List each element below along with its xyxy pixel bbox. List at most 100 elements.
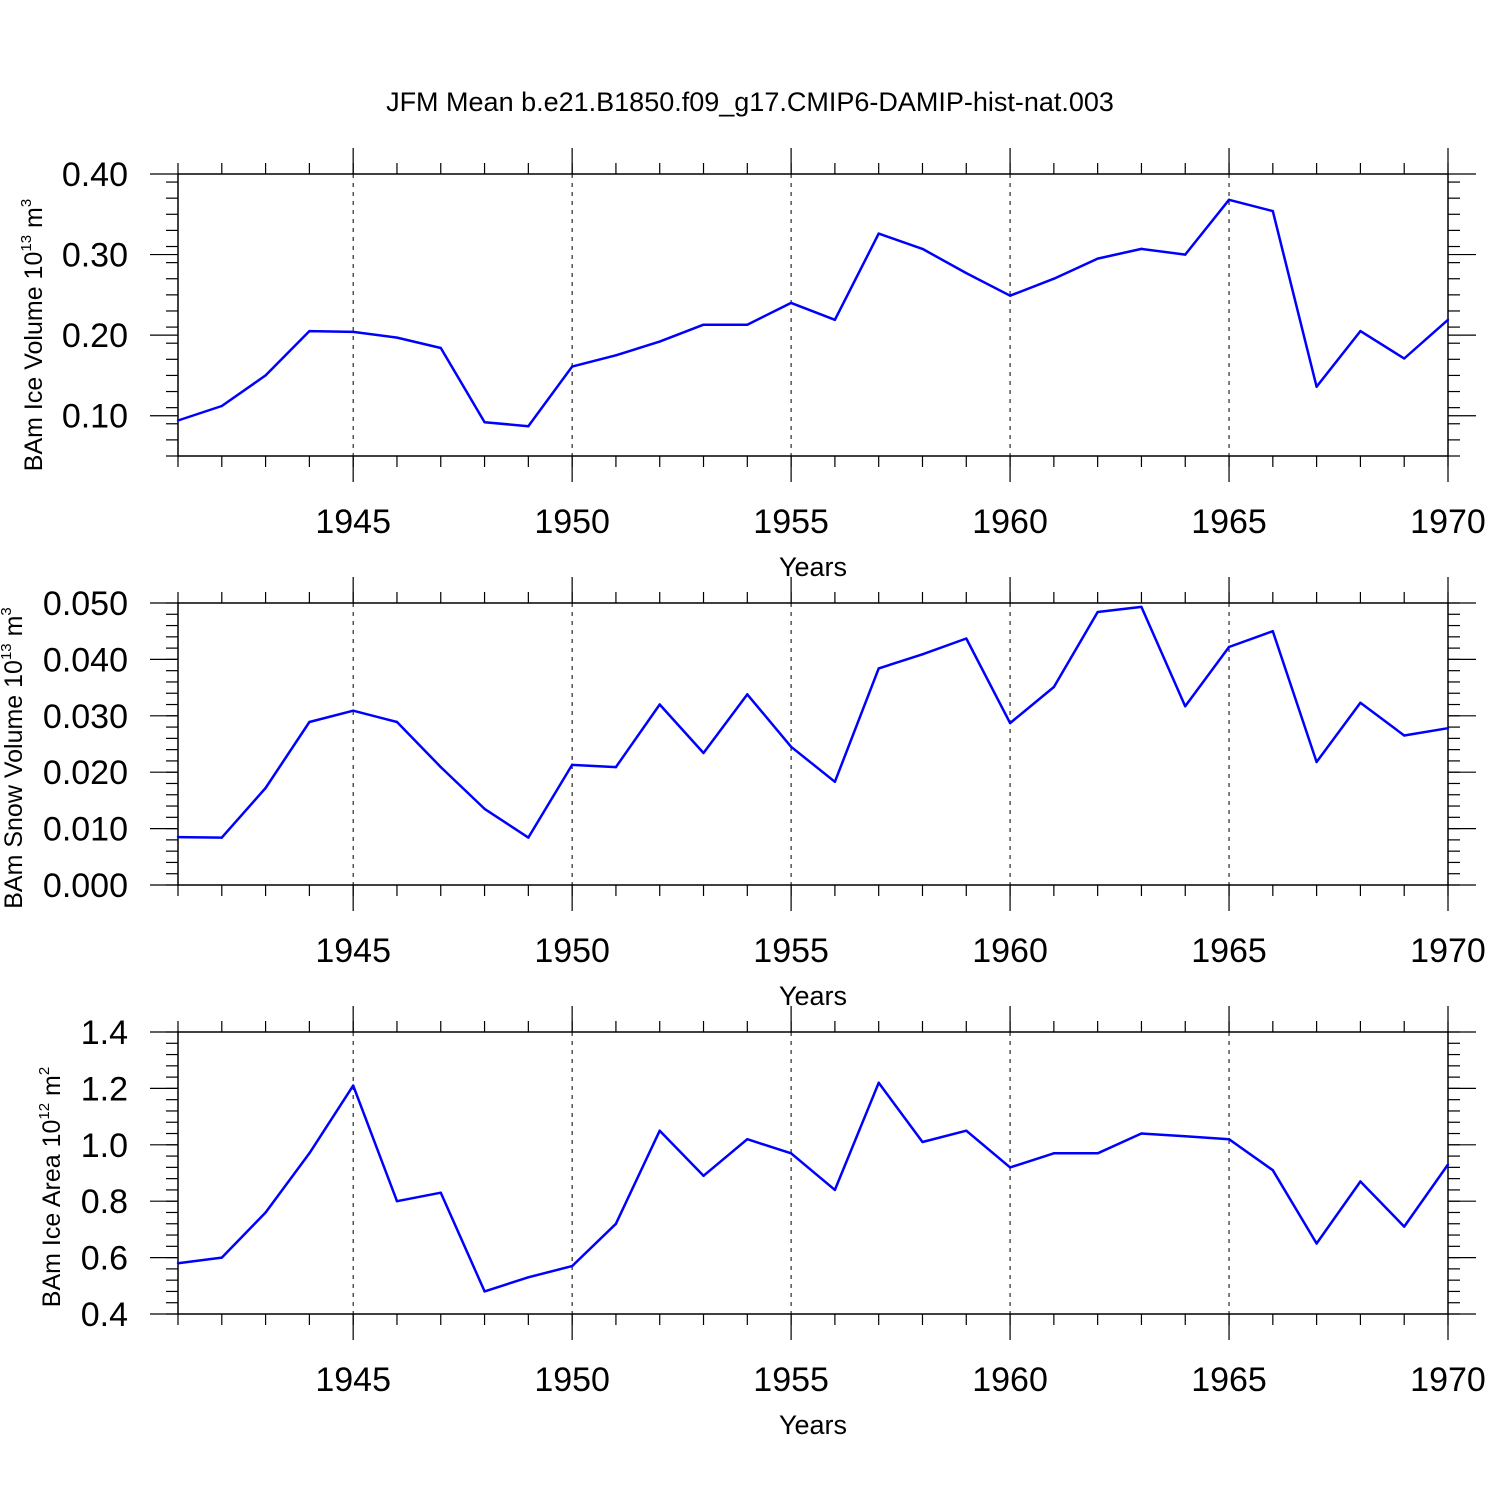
data-point <box>1008 1166 1012 1169</box>
data-point <box>351 709 355 712</box>
chart-title: JFM Mean b.e21.B1850.f09_g17.CMIP6-DAMIP… <box>386 87 1114 117</box>
x-tick-label: 1965 <box>1191 503 1267 541</box>
x-tick-label: 1960 <box>972 503 1048 541</box>
data-point <box>1008 721 1012 725</box>
panel-2: 1945 1950 1955 1960 1965 1970 0.000 0.010 0.020 0… <box>0 577 1486 1011</box>
x-tick-label: 1970 <box>1410 932 1486 970</box>
data-point <box>395 1200 399 1203</box>
data-point <box>176 1262 180 1265</box>
data-point <box>264 1211 267 1214</box>
data-point <box>1315 1242 1318 1245</box>
data-point <box>1315 760 1318 764</box>
data-point <box>1096 1152 1099 1155</box>
x-tick-label: 1970 <box>1410 503 1486 541</box>
data-point <box>570 1264 574 1268</box>
data-point <box>570 763 574 767</box>
data-point <box>1359 701 1362 705</box>
panel-3: 1945 1950 1955 1960 1965 1970 0.4 0.6 0.8 1.0 1.2 1… <box>36 1006 1486 1440</box>
x-tick-label: 1955 <box>753 503 829 541</box>
series-line <box>177 198 1449 428</box>
y-tick-label: 0.10 <box>62 398 128 436</box>
data-point <box>965 1129 968 1132</box>
data-point <box>877 1081 880 1084</box>
data-point <box>1096 257 1099 260</box>
data-point <box>527 836 530 839</box>
data-point <box>746 323 749 326</box>
data-point <box>1140 605 1143 609</box>
y-tick-label: 0.8 <box>81 1183 128 1221</box>
x-tick-label: 1970 <box>1410 1361 1486 1399</box>
y-axis-label: BAm Ice Area 1012 m2 <box>36 1067 66 1307</box>
y-tick-label: 0.6 <box>81 1240 128 1278</box>
data-point <box>702 1174 705 1178</box>
data-point <box>395 720 399 724</box>
data-point <box>1227 1137 1231 1141</box>
data-point <box>1096 610 1099 614</box>
data-point <box>220 404 223 408</box>
data-point <box>702 323 705 326</box>
data-point <box>921 653 924 656</box>
y-tick-label: 0.20 <box>62 317 128 355</box>
y-tick-label: 0.30 <box>62 237 128 275</box>
x-tick-label: 1950 <box>534 1361 610 1399</box>
data-point <box>614 354 618 357</box>
y-tick-label: 0.4 <box>81 1296 128 1334</box>
data-point <box>965 271 968 275</box>
x-tick-label: 1950 <box>534 503 610 541</box>
data-point <box>439 346 442 350</box>
x-tick-label: 1945 <box>315 932 391 970</box>
data-point <box>1446 727 1450 730</box>
data-point <box>789 301 793 305</box>
data-point <box>1140 1132 1143 1135</box>
y-axis-label: BAm Ice Volume 1013 m3 <box>18 199 48 471</box>
data-point <box>1315 385 1318 388</box>
y-tick-label: 0.050 <box>43 585 128 623</box>
data-point <box>789 1152 793 1155</box>
data-point <box>308 1152 311 1155</box>
data-point <box>1446 318 1450 322</box>
y-tick-label: 0.000 <box>43 867 128 905</box>
data-point <box>176 835 180 839</box>
data-point <box>351 330 355 334</box>
data-point <box>570 365 574 368</box>
data-point <box>351 1084 355 1087</box>
data-point <box>264 374 267 377</box>
data-point <box>833 1188 837 1192</box>
data-point <box>439 765 442 769</box>
data-point <box>833 780 837 783</box>
plot-frame <box>177 1031 1449 1315</box>
data-point <box>1403 357 1406 360</box>
y-tick-label: 0.030 <box>43 698 128 736</box>
data-point <box>1271 1168 1275 1172</box>
y-tick-label: 1.2 <box>81 1070 128 1108</box>
data-point <box>483 1290 486 1293</box>
y-axis-label: BAm Snow Volume 1013 m3 <box>0 607 28 909</box>
data-point <box>308 720 311 724</box>
y-tick-label: 0.010 <box>43 811 128 849</box>
x-axis-label: Years <box>779 1410 847 1440</box>
data-point <box>527 424 530 428</box>
x-tick-label: 1945 <box>315 1361 391 1399</box>
plot-frame <box>177 173 1449 457</box>
data-point <box>921 1140 924 1144</box>
data-point <box>1403 1225 1406 1228</box>
x-tick-label: 1945 <box>315 503 391 541</box>
data-point <box>833 318 837 322</box>
data-point <box>1227 645 1231 649</box>
data-point <box>1140 247 1143 251</box>
data-point <box>176 419 180 422</box>
x-tick-label: 1965 <box>1191 932 1267 970</box>
data-point <box>527 1276 530 1279</box>
data-point <box>220 1256 223 1259</box>
y-tick-label: 1.0 <box>81 1127 128 1165</box>
data-point <box>789 745 793 749</box>
series-line <box>177 1081 1450 1293</box>
data-point <box>965 637 968 640</box>
x-tick-label: 1955 <box>753 932 829 970</box>
data-point <box>483 420 486 424</box>
y-tick-label: 0.40 <box>62 156 128 194</box>
data-point <box>395 336 399 339</box>
data-point <box>614 1222 618 1225</box>
data-point <box>702 751 705 755</box>
